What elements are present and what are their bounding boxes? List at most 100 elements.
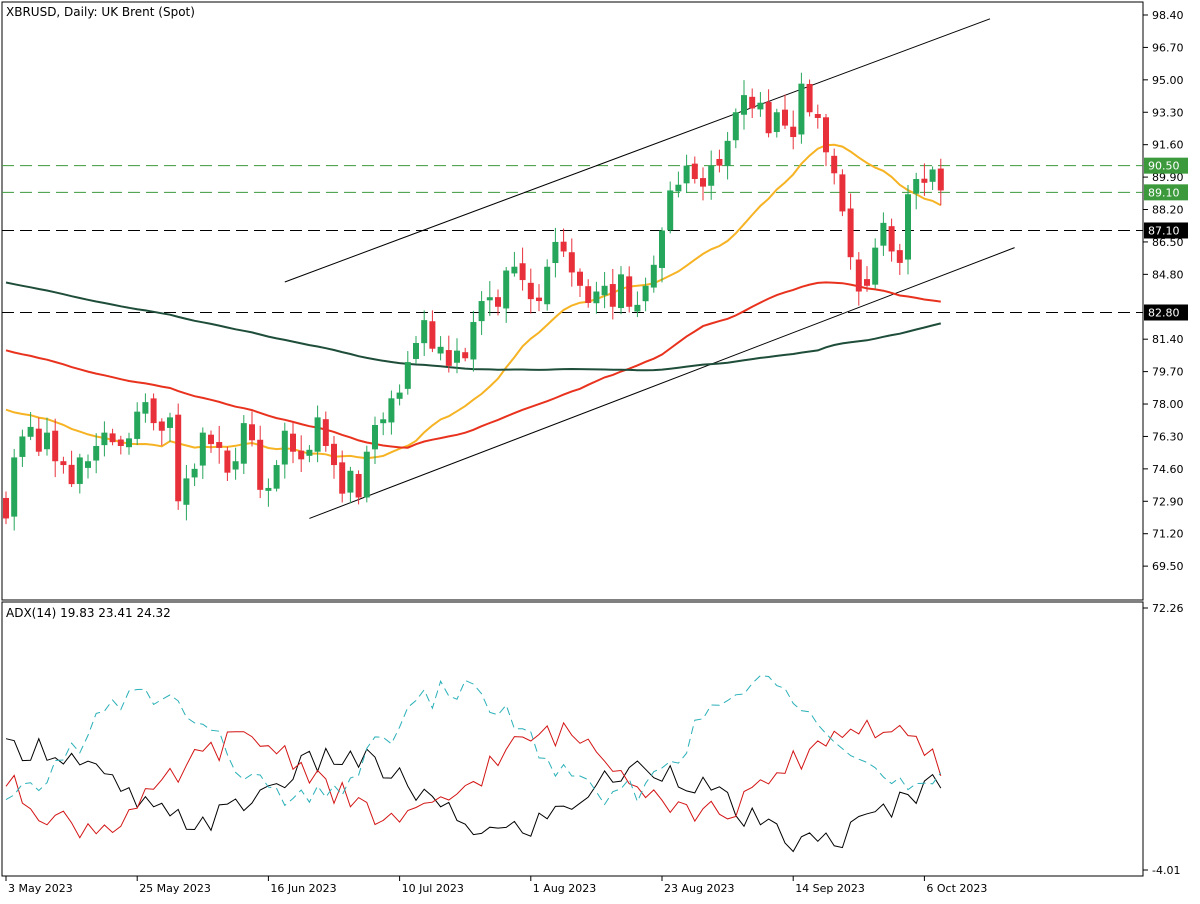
candle — [257, 425, 264, 499]
candle-body — [331, 443, 337, 466]
candle-body — [76, 457, 83, 484]
candle — [19, 429, 26, 467]
candle — [872, 238, 879, 289]
candle — [404, 351, 411, 395]
price-tick-label: 86.50 — [1152, 236, 1184, 249]
candle-body — [700, 178, 706, 187]
candle-body — [372, 425, 378, 450]
time-tick-label: 16 Jun 2023 — [270, 882, 336, 895]
candle — [298, 435, 305, 473]
price-axis: 98.40 96.70 95.00 93.30 91.60 89.90 88.20 86.50… — [1143, 9, 1184, 573]
candle-body — [314, 417, 321, 452]
candle — [52, 418, 59, 478]
candle — [372, 416, 378, 464]
candle — [486, 281, 493, 316]
candle — [495, 289, 501, 316]
candle — [896, 243, 903, 275]
candle-body — [757, 102, 764, 110]
candle — [724, 131, 731, 180]
candlesticks — [3, 72, 944, 531]
candle — [429, 310, 436, 353]
candle-body — [806, 83, 813, 113]
candle — [240, 415, 247, 475]
candle — [478, 291, 485, 336]
candle — [503, 266, 510, 323]
candle-body — [199, 432, 206, 466]
candle-body — [3, 497, 9, 519]
candle-body — [823, 117, 829, 153]
candle-body — [937, 168, 944, 191]
candle-body — [675, 184, 682, 192]
candle — [634, 291, 641, 318]
candle — [347, 466, 354, 504]
candle — [3, 491, 9, 525]
candle — [224, 446, 231, 481]
indicator-pane-frame — [1, 601, 1144, 877]
candle — [544, 259, 551, 311]
candle — [314, 405, 321, 463]
candle — [560, 228, 567, 257]
candle-body — [888, 226, 895, 252]
candle-body — [716, 158, 723, 166]
candle — [363, 445, 370, 503]
candle-body — [265, 487, 272, 491]
candle — [814, 104, 821, 129]
trend-channel — [284, 18, 1015, 519]
minus-di-line — [5, 674, 942, 807]
price-tick-label: 96.70 — [1152, 41, 1184, 54]
candle-body — [470, 322, 477, 360]
candle-body — [741, 95, 747, 115]
candle — [85, 454, 91, 479]
candle — [134, 402, 141, 446]
candle-body — [708, 165, 715, 186]
candle-body — [905, 194, 911, 260]
candle-body — [281, 430, 288, 465]
candle-body — [560, 241, 567, 252]
candle-body — [855, 259, 862, 292]
candle — [831, 148, 838, 185]
candle — [527, 268, 534, 314]
candle-body — [913, 179, 920, 194]
candle-body — [921, 178, 928, 183]
candle — [126, 432, 132, 455]
candle-body — [814, 114, 821, 118]
candle-body — [667, 190, 674, 231]
level-tag-label: 89.10 — [1148, 186, 1180, 199]
candle — [183, 465, 190, 521]
candle-body — [93, 445, 100, 461]
candle-body — [150, 398, 157, 424]
candle — [708, 150, 715, 200]
candle-body — [85, 461, 91, 468]
candle-body — [536, 297, 542, 302]
main-pane-frame — [1, 1, 1144, 601]
candle — [68, 450, 75, 488]
time-tick-label: 14 Sep 2023 — [795, 882, 865, 895]
candle-body — [659, 230, 665, 268]
time-tick-label: 6 Oct 2023 — [926, 882, 987, 895]
candle-body — [462, 352, 469, 359]
candle-body — [273, 465, 280, 489]
candle — [273, 460, 280, 492]
candle-body — [552, 241, 559, 264]
candle — [445, 335, 452, 373]
candle-body — [691, 163, 698, 180]
candle — [44, 417, 50, 456]
candle-body — [249, 424, 255, 441]
candle — [322, 411, 329, 452]
candle — [281, 422, 288, 479]
candle — [117, 435, 124, 455]
time-tick-label: 1 Aug 2023 — [533, 882, 596, 895]
price-tick-label: 84.80 — [1152, 268, 1184, 281]
candle — [232, 447, 239, 480]
candle-body — [929, 169, 936, 182]
candle-body — [306, 449, 313, 456]
candle-body — [847, 208, 854, 258]
candle-body — [19, 436, 26, 457]
candle — [585, 279, 592, 308]
plus-di-line — [5, 719, 942, 839]
candle-body — [749, 96, 756, 109]
candle — [798, 72, 805, 144]
candle-body — [44, 432, 50, 450]
candle-body — [724, 140, 731, 166]
level-tag-label: 82.80 — [1148, 306, 1180, 319]
